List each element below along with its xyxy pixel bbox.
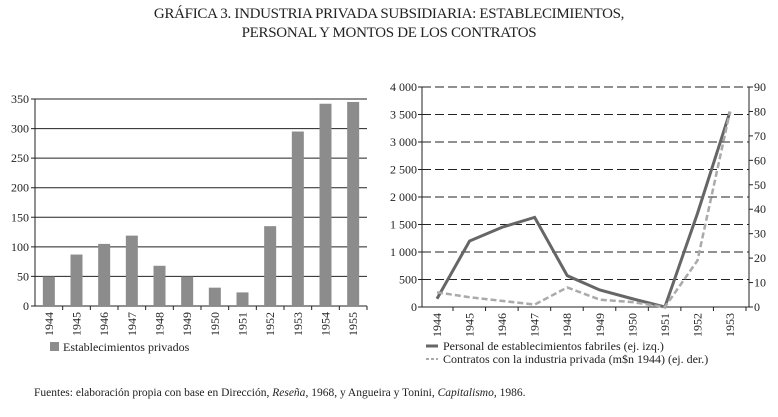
- chart-title-line1: GRÁFICA 3. INDUSTRIA PRIVADA SUBSIDIARIA…: [153, 6, 625, 22]
- source-prefix: Fuentes: elaboración propia con base en …: [34, 387, 273, 399]
- bar-1945: [70, 254, 83, 306]
- bar-1955: [347, 101, 360, 306]
- y-tick-label: 350: [11, 92, 29, 106]
- x-tick-label: 1948: [560, 313, 574, 337]
- y-tick-label: 250: [11, 151, 29, 165]
- y-left-tick-label: 500: [399, 273, 417, 287]
- x-tick-label: 1954: [319, 312, 333, 336]
- x-tick-label: 1951: [658, 313, 672, 337]
- x-tick-label: 1950: [625, 313, 639, 337]
- chart-title-line2: PERSONAL Y MONTOS DE LOS CONTRATOS: [241, 25, 537, 41]
- bar-1947: [125, 235, 138, 306]
- source-suffix: , 1986.: [493, 387, 526, 399]
- y-left-tick-label: 3 000: [390, 135, 417, 149]
- bar-1952: [264, 226, 277, 306]
- series-line-0: [435, 111, 732, 309]
- source-italic-2: Capitalismo: [437, 387, 494, 399]
- legend-label: Establecimientos privados: [63, 340, 190, 354]
- y-right-tick-label: 0: [754, 300, 760, 314]
- y-right-tick-label: 30: [754, 227, 766, 241]
- x-tick-label: 1947: [125, 312, 139, 336]
- x-tick-label: 1949: [180, 312, 194, 336]
- x-tick-label: 1955: [346, 312, 360, 336]
- bar-1954: [319, 103, 332, 306]
- source-middle: , 1968, y Angueira y Tonini,: [305, 387, 438, 399]
- x-tick-label: 1944: [430, 313, 444, 337]
- x-tick-label: 1952: [690, 313, 704, 337]
- y-tick-label: 150: [11, 210, 29, 224]
- x-tick-label: 1953: [291, 312, 305, 336]
- bar-1951: [236, 292, 249, 306]
- series-line-1: [436, 111, 732, 309]
- y-right-tick-label: 70: [754, 129, 766, 143]
- y-right-tick-label: 50: [754, 178, 766, 192]
- bar-1948: [153, 265, 166, 306]
- y-tick-label: 200: [11, 181, 29, 195]
- x-tick-label: 1951: [236, 312, 250, 336]
- x-tick-label: 1945: [463, 313, 477, 337]
- x-tick-label: 1944: [42, 312, 56, 336]
- bar-1949: [181, 276, 194, 306]
- x-tick-label: 1945: [70, 312, 84, 336]
- x-tick-label: 1947: [528, 313, 542, 337]
- y-right-tick-label: 80: [754, 104, 766, 118]
- y-right-tick-label: 40: [754, 202, 766, 216]
- y-tick-label: 100: [11, 240, 29, 254]
- x-tick-label: 1949: [593, 313, 607, 337]
- y-tick-label: 50: [17, 269, 29, 283]
- y-left-tick-label: 4 000: [390, 80, 417, 94]
- x-tick-label: 1953: [723, 313, 737, 337]
- x-tick-label: 1950: [208, 312, 222, 336]
- y-right-tick-label: 60: [754, 153, 766, 167]
- y-right-tick-label: 90: [754, 80, 766, 94]
- bar-1946: [98, 243, 111, 306]
- bar-1944: [42, 276, 55, 306]
- legend-swatch: [50, 342, 59, 351]
- legend-label-1: Contratos con la industria privada (m$n …: [443, 352, 708, 366]
- x-tick-label: 1952: [263, 312, 277, 336]
- y-left-tick-label: 2 000: [390, 190, 417, 204]
- legend-label-0: Personal de establecimientos fabriles (e…: [443, 339, 664, 353]
- y-left-tick-label: 0: [411, 300, 417, 314]
- y-left-tick-label: 2 500: [390, 163, 417, 177]
- bar-1953: [291, 131, 304, 306]
- x-tick-label: 1948: [153, 312, 167, 336]
- y-tick-label: 300: [11, 122, 29, 136]
- y-right-tick-label: 20: [754, 251, 766, 265]
- y-tick-label: 0: [23, 299, 29, 313]
- y-left-tick-label: 3 500: [390, 108, 417, 122]
- y-left-tick-label: 1 000: [390, 245, 417, 259]
- x-tick-label: 1946: [97, 312, 111, 336]
- source-note: Fuentes: elaboración propia con base en …: [34, 387, 525, 399]
- y-left-tick-label: 1 500: [390, 218, 417, 232]
- y-right-tick-label: 10: [754, 276, 766, 290]
- x-tick-label: 1946: [495, 313, 509, 337]
- source-italic-1: Reseña: [272, 387, 306, 399]
- bar-1950: [208, 287, 221, 306]
